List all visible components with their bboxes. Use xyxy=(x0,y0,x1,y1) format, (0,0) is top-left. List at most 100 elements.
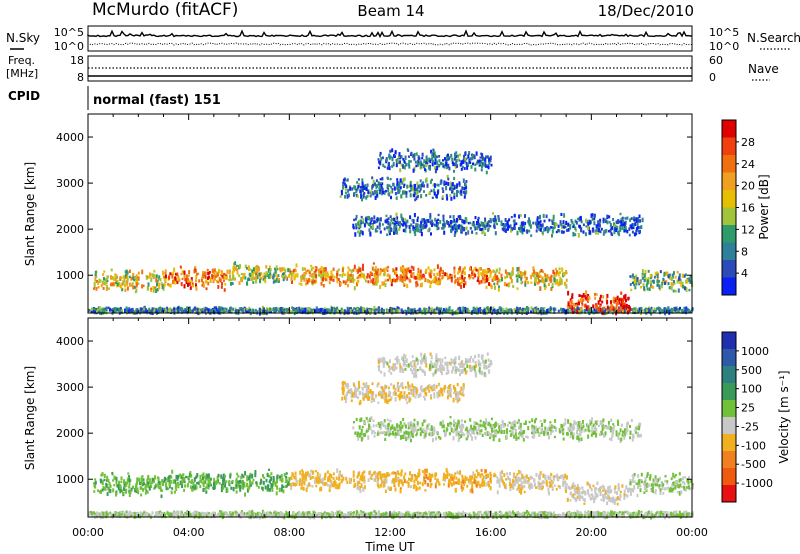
power-echo-point xyxy=(553,275,556,280)
power-echo-point xyxy=(252,281,255,284)
power-echo-point xyxy=(379,217,382,222)
velocity-echo-point xyxy=(499,510,502,514)
velocity-echo-band xyxy=(88,509,694,520)
power-echo-point xyxy=(567,228,570,232)
power-echo-point xyxy=(381,176,384,181)
velocity-echo-point xyxy=(318,512,321,516)
nsky-trace xyxy=(87,29,693,39)
power-echo-point xyxy=(361,187,364,192)
power-echo-point xyxy=(576,302,579,306)
power-echo-point xyxy=(298,306,301,312)
velocity-echo-point xyxy=(135,512,138,517)
power-echo-point xyxy=(344,280,347,285)
power-echo-point xyxy=(483,162,486,167)
power-echo-point xyxy=(626,310,629,315)
power-echo-point xyxy=(521,230,524,235)
power-echo-point xyxy=(390,283,393,287)
power-echo-point xyxy=(496,281,499,286)
power-echo-point xyxy=(570,218,573,223)
power-echo-point xyxy=(461,310,463,313)
power-echo-point xyxy=(621,307,624,312)
power-echo-point xyxy=(565,284,568,289)
power-echo-point xyxy=(575,304,578,308)
power-echo-point xyxy=(363,223,366,228)
power-echo-point xyxy=(453,192,456,197)
power-echo-point xyxy=(551,285,554,289)
velocity-echo-point xyxy=(483,513,486,518)
power-echo-point xyxy=(437,218,440,221)
velocity-echo-point xyxy=(307,514,310,518)
power-echo-point xyxy=(449,187,452,191)
velocity-echo-point xyxy=(106,484,109,488)
power-echo-point xyxy=(161,285,164,290)
power-echo-point xyxy=(447,157,450,161)
power-echo-point xyxy=(264,310,267,315)
power-echo-point xyxy=(372,282,375,286)
power-echo-point xyxy=(524,280,527,284)
velocity-echo-point xyxy=(181,511,183,514)
power-echo-point xyxy=(373,215,376,220)
power-echo-point xyxy=(189,286,192,290)
power-echo-point xyxy=(474,163,477,167)
velocity-echo-point xyxy=(579,514,582,519)
power-echo-point xyxy=(191,309,194,313)
power-echo-point xyxy=(664,271,667,276)
power-echo-point xyxy=(263,272,266,276)
power-echo-point xyxy=(262,275,265,279)
power-echo-point xyxy=(468,277,471,280)
nsearch-label: N.Search xyxy=(747,31,800,45)
power-echo-point xyxy=(416,273,419,278)
power-echo-point xyxy=(455,161,458,166)
power-echo-point xyxy=(642,274,644,278)
power-echo-point xyxy=(461,279,464,284)
velocity-echo-point xyxy=(685,510,688,515)
power-echo-point xyxy=(296,273,299,278)
velocity-echo-point xyxy=(219,510,221,515)
power-echo-point xyxy=(662,279,665,284)
velocity-echo-point xyxy=(555,514,558,519)
velocity-echo-point xyxy=(621,511,624,516)
power-echo-point xyxy=(443,181,446,185)
power-echo-point xyxy=(161,283,164,287)
power-echo-point xyxy=(481,153,484,158)
power-echo-point xyxy=(135,283,138,288)
velocity-echo-point xyxy=(600,512,603,516)
power-echo-point xyxy=(575,229,577,232)
velocity-echo-point xyxy=(633,513,636,518)
power-echo-point xyxy=(505,307,508,312)
power-echo-point xyxy=(241,276,244,280)
power-echo-point xyxy=(303,274,306,279)
power-echo-point xyxy=(420,194,423,199)
power-echo-point xyxy=(405,194,408,198)
power-echo-point xyxy=(512,284,515,288)
velocity-echo-point xyxy=(322,512,325,516)
power-echo-point xyxy=(421,152,424,157)
power-echo-point xyxy=(221,270,224,276)
power-echo-point xyxy=(635,307,638,312)
power-echo-point xyxy=(419,274,422,279)
power-echo-point xyxy=(587,299,590,302)
velocity-echo-point xyxy=(655,513,658,516)
power-echo-point xyxy=(336,309,339,314)
power-echo-point xyxy=(336,278,339,284)
power-echo-point xyxy=(285,275,288,280)
power-echo-point xyxy=(462,309,465,312)
velocity-echo-point xyxy=(461,514,463,517)
power-echo-point xyxy=(441,270,444,274)
power-echo-point xyxy=(394,278,397,283)
velocity-echo-point xyxy=(102,485,105,491)
power-echo-point xyxy=(374,228,377,233)
power-echo-point xyxy=(471,156,474,160)
power-echo-point xyxy=(533,269,535,274)
power-echo-point xyxy=(462,178,465,183)
power-echo-point xyxy=(583,309,586,313)
power-echo-point xyxy=(653,275,656,279)
power-echo-point xyxy=(229,276,232,280)
power-echo-point xyxy=(624,293,627,299)
power-echo-point xyxy=(634,222,637,227)
power-echo-point xyxy=(217,281,220,284)
power-echo-point xyxy=(584,232,587,237)
power-echo-point xyxy=(274,267,276,271)
velocity-echo-point xyxy=(301,512,304,516)
power-echo-point xyxy=(396,216,399,220)
